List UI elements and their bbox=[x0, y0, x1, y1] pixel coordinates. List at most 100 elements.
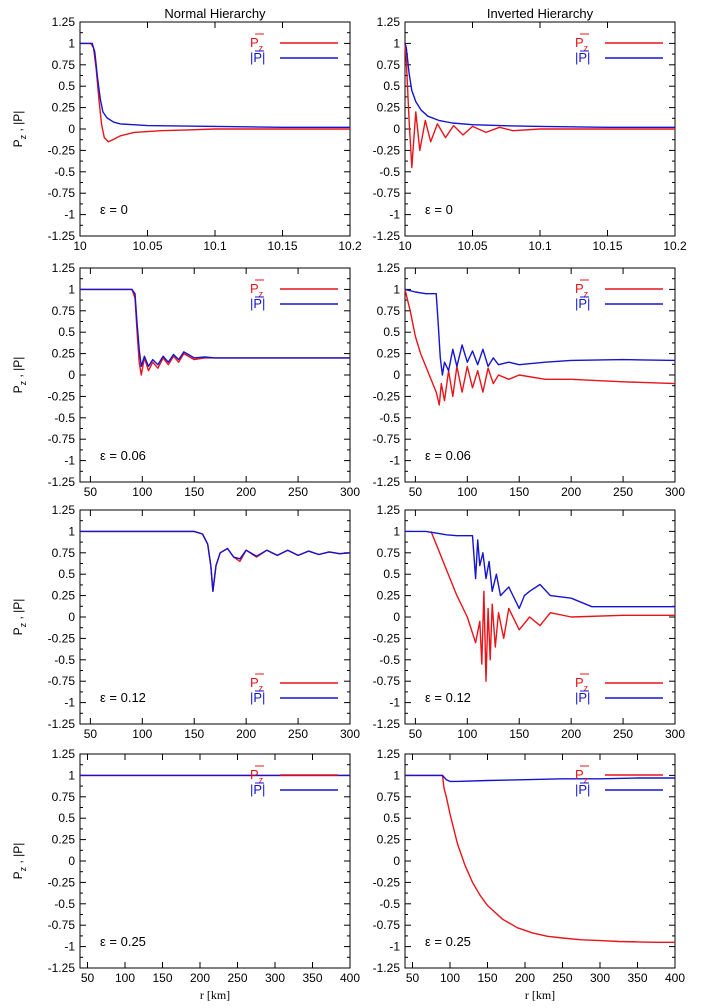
y-tick-label: 0.5 bbox=[383, 811, 400, 825]
y-tick-label: 0.5 bbox=[58, 567, 75, 581]
x-tick-label: 150 bbox=[184, 727, 204, 741]
y-tick-label: 0.25 bbox=[52, 101, 76, 115]
x-tick-label: 300 bbox=[590, 971, 610, 985]
legend-label-pz-sub: z bbox=[584, 775, 589, 785]
y-axis-label-sep: , bbox=[11, 857, 25, 867]
y-axis-label-sep: , bbox=[11, 613, 25, 623]
y-tick-label: 1 bbox=[68, 768, 75, 782]
x-tick-label: 150 bbox=[509, 485, 529, 499]
series-line-pz bbox=[404, 289, 676, 406]
y-tick-label: -0.25 bbox=[373, 631, 401, 645]
x-tick-label: 350 bbox=[627, 971, 647, 985]
x-tick-label: 350 bbox=[302, 971, 322, 985]
y-tick-label: -1 bbox=[389, 454, 400, 468]
x-tick-label: 10.05 bbox=[132, 239, 162, 253]
legend-label-pz-sub: z bbox=[259, 683, 264, 693]
legend-label-pz-sub: z bbox=[259, 43, 264, 53]
y-tick-label: -0.5 bbox=[54, 165, 75, 179]
y-tick-label: 1 bbox=[393, 524, 400, 538]
series-line-pabs bbox=[80, 42, 350, 129]
x-tick-label: 10.15 bbox=[592, 239, 622, 253]
y-tick-label: -0.5 bbox=[379, 653, 400, 667]
panel-inverted-eps-0.06: -1.25 -1 -0.75 -0.5 -0.25 0 0.25 0.5 0.75 1 1.25 50… bbox=[373, 261, 686, 499]
legend-label-pz-sub: z bbox=[584, 43, 589, 53]
y-axis-label-pz: P bbox=[11, 139, 25, 147]
legend-label-pabs: |P| bbox=[575, 296, 590, 311]
legend-label-pz-sub: z bbox=[584, 683, 589, 693]
x-tick-label: 10 bbox=[398, 239, 412, 253]
y-axis-label-pabs: |P| bbox=[11, 357, 25, 371]
series-line-pz bbox=[430, 531, 675, 682]
x-tick-label: 100 bbox=[132, 727, 152, 741]
y-tick-label: 0.25 bbox=[377, 833, 401, 847]
y-tick-label: -0.5 bbox=[54, 897, 75, 911]
y-tick-label: 0.5 bbox=[383, 79, 400, 93]
x-tick-label: 250 bbox=[288, 485, 308, 499]
y-tick-label: -0.5 bbox=[54, 411, 75, 425]
y-tick-label: -1 bbox=[64, 208, 75, 222]
y-tick-label: -0.75 bbox=[373, 432, 401, 446]
x-tick-label: 150 bbox=[152, 971, 172, 985]
x-tick-label: 100 bbox=[115, 971, 135, 985]
y-tick-label: -1 bbox=[64, 940, 75, 954]
x-tick-label: 10.1 bbox=[203, 239, 227, 253]
x-tick-label: 300 bbox=[340, 485, 360, 499]
y-axis-label-pz: P bbox=[11, 871, 25, 879]
y-tick-label: 0.25 bbox=[52, 347, 76, 361]
y-tick-label: -1.25 bbox=[373, 961, 401, 975]
epsilon-annotation: ε = 0.06 bbox=[425, 448, 471, 463]
x-tick-label: 200 bbox=[236, 485, 256, 499]
x-tick-label: 10.05 bbox=[457, 239, 487, 253]
y-axis-label-sep: , bbox=[11, 371, 25, 381]
y-axis-label-pz-sub: z bbox=[18, 134, 28, 139]
x-tick-label: 200 bbox=[236, 727, 256, 741]
y-axis-label-pz-sub: z bbox=[18, 866, 28, 871]
y-tick-label: 1 bbox=[68, 282, 75, 296]
y-axis-label: Pz , |P| bbox=[11, 357, 28, 394]
y-tick-label: 1.25 bbox=[377, 261, 401, 275]
y-tick-label: -0.25 bbox=[48, 631, 76, 645]
panel-normal-eps-0: -1.25 -1 -0.75 -0.5 -0.25 0 0.25 0.5 0.75 1 1.25 10… bbox=[11, 15, 362, 253]
y-tick-label: 0.75 bbox=[377, 790, 401, 804]
x-tick-label: 50 bbox=[81, 971, 95, 985]
x-axis-label-left: r [km] bbox=[199, 988, 231, 1002]
y-tick-label: 1.25 bbox=[52, 747, 76, 761]
series-line-pz bbox=[80, 288, 350, 376]
x-tick-label: 10.15 bbox=[267, 239, 297, 253]
y-tick-label: -1.25 bbox=[48, 717, 76, 731]
y-tick-label: -1 bbox=[389, 696, 400, 710]
x-tick-label: 150 bbox=[184, 485, 204, 499]
series-line-pabs bbox=[405, 774, 675, 783]
legend-label-pz-sub: z bbox=[584, 289, 589, 299]
y-tick-label: 1 bbox=[68, 36, 75, 50]
y-tick-label: 0.5 bbox=[383, 567, 400, 581]
x-tick-label: 300 bbox=[665, 485, 685, 499]
legend-label-pabs: |P| bbox=[250, 782, 265, 797]
x-tick-label: 200 bbox=[561, 727, 581, 741]
x-tick-label: 10.2 bbox=[338, 239, 362, 253]
y-axis-label-pabs: |P| bbox=[11, 843, 25, 857]
y-tick-label: -1 bbox=[64, 454, 75, 468]
y-tick-label: 0.75 bbox=[52, 790, 76, 804]
y-tick-label: 1.25 bbox=[377, 15, 401, 29]
panel-inverted-eps-0: -1.25 -1 -0.75 -0.5 -0.25 0 0.25 0.5 0.75 1 1.25 10… bbox=[373, 15, 687, 253]
x-tick-label: 10.2 bbox=[663, 239, 687, 253]
y-tick-label: 0.25 bbox=[377, 347, 401, 361]
y-tick-label: 1 bbox=[393, 36, 400, 50]
x-tick-label: 10.1 bbox=[528, 239, 552, 253]
y-tick-label: -0.5 bbox=[379, 897, 400, 911]
y-tick-label: -0.25 bbox=[48, 143, 76, 157]
legend-label-pabs: |P| bbox=[250, 50, 265, 65]
y-tick-label: 0 bbox=[68, 610, 75, 624]
y-tick-label: -1 bbox=[64, 696, 75, 710]
y-tick-label: 0.5 bbox=[383, 325, 400, 339]
x-tick-label: 100 bbox=[440, 971, 460, 985]
x-tick-label: 300 bbox=[665, 727, 685, 741]
x-tick-label: 150 bbox=[509, 727, 529, 741]
y-axis-label-pz: P bbox=[11, 385, 25, 393]
epsilon-annotation: ε = 0.12 bbox=[100, 690, 146, 705]
y-axis-label: Pz , |P| bbox=[11, 599, 28, 636]
x-tick-label: 250 bbox=[288, 727, 308, 741]
legend-label-pz-sub: z bbox=[259, 775, 264, 785]
